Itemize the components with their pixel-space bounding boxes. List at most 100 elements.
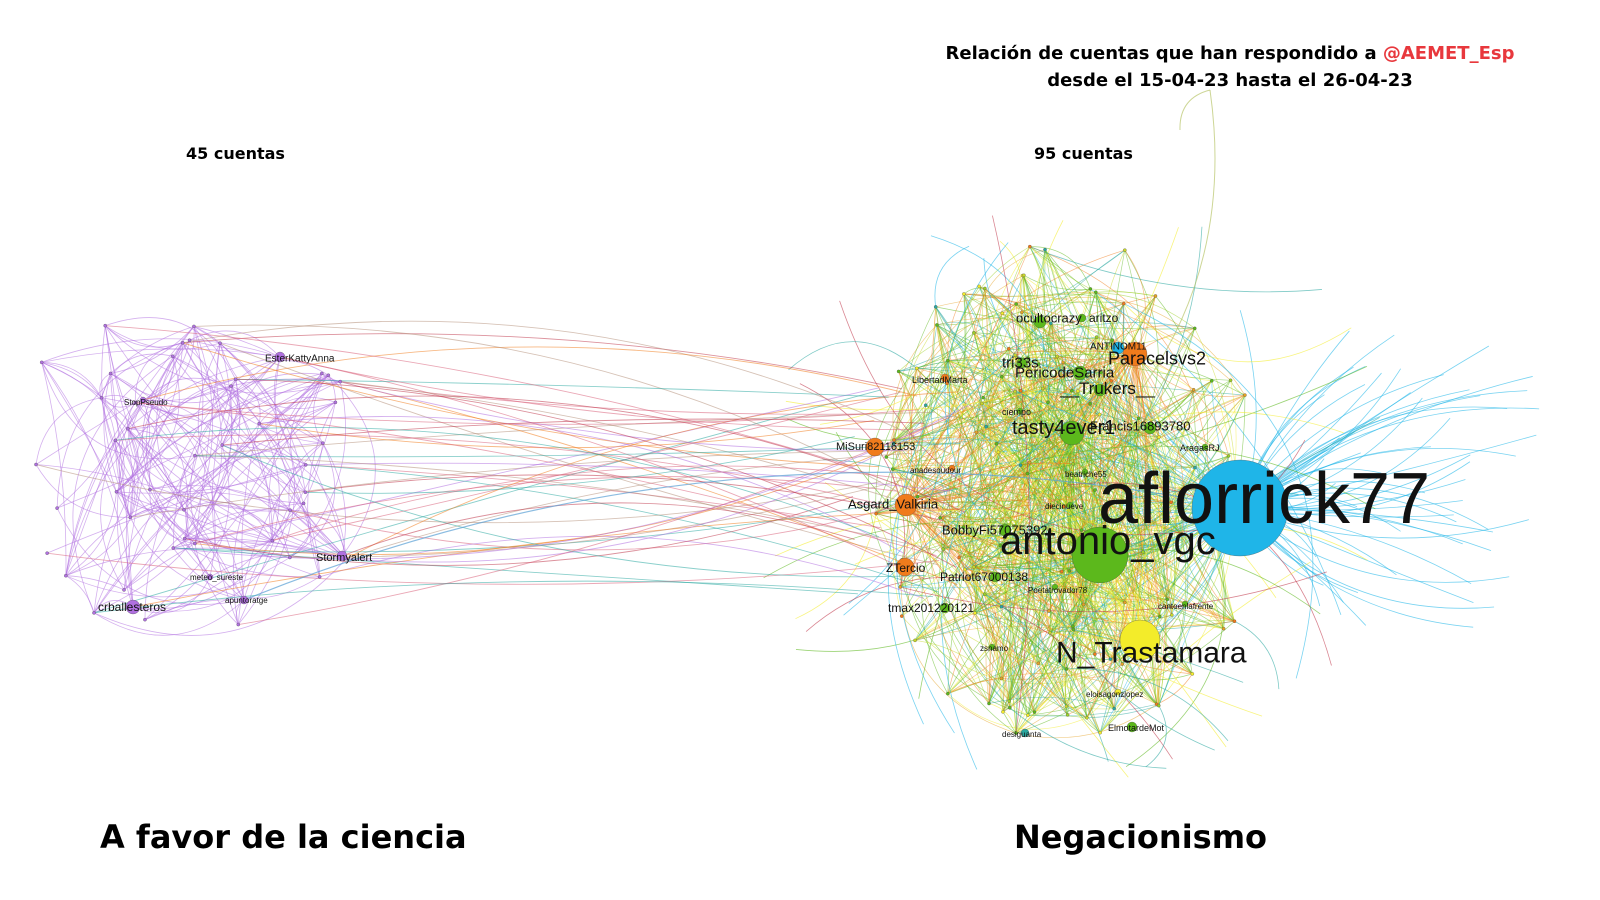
graph-node-small[interactable] xyxy=(1025,471,1030,476)
graph-node-small[interactable] xyxy=(915,494,920,499)
graph-node-small[interactable] xyxy=(182,507,186,512)
graph-node-small[interactable] xyxy=(1093,488,1097,492)
graph-node-paracelsvs2[interactable] xyxy=(1122,341,1148,367)
graph-node-crballesteros[interactable] xyxy=(125,599,141,615)
graph-node-small[interactable] xyxy=(1043,247,1047,252)
graph-node-small[interactable] xyxy=(1061,360,1065,365)
graph-node-small[interactable] xyxy=(320,371,324,376)
graph-node-small[interactable] xyxy=(1013,353,1018,357)
graph-node-small[interactable] xyxy=(999,374,1004,379)
graph-node-small[interactable] xyxy=(133,400,138,405)
graph-node-small[interactable] xyxy=(961,525,966,529)
graph-node-small[interactable] xyxy=(99,396,104,400)
graph-node-ztercio[interactable] xyxy=(895,557,915,577)
graph-node-poetatrovador78[interactable] xyxy=(1051,583,1059,591)
graph-node-small[interactable] xyxy=(941,547,945,551)
graph-node-small[interactable] xyxy=(303,463,308,467)
graph-node-small[interactable] xyxy=(900,614,904,618)
graph-node-patriot67000138[interactable] xyxy=(989,571,1001,583)
graph-node-small[interactable] xyxy=(1075,389,1080,393)
graph-node-small[interactable] xyxy=(982,592,987,597)
graph-node-small[interactable] xyxy=(1169,500,1174,505)
graph-node-small[interactable] xyxy=(1008,706,1012,710)
graph-node-small[interactable] xyxy=(1192,326,1197,331)
graph-node-aflorrick77[interactable] xyxy=(1191,459,1289,557)
graph-node-small[interactable] xyxy=(338,379,342,384)
graph-node-small[interactable] xyxy=(108,371,113,376)
graph-node-small[interactable] xyxy=(1070,388,1074,393)
graph-node-small[interactable] xyxy=(1097,412,1102,417)
graph-node-small[interactable] xyxy=(192,324,196,329)
graph-node-esterkattyanna[interactable] xyxy=(274,351,286,363)
graph-node-small[interactable] xyxy=(1170,613,1174,617)
graph-node-small[interactable] xyxy=(1085,716,1089,720)
graph-node-small[interactable] xyxy=(1000,311,1005,316)
graph-node-small[interactable] xyxy=(1093,652,1097,656)
graph-node-small[interactable] xyxy=(1158,614,1162,619)
graph-node-small[interactable] xyxy=(1108,657,1113,661)
graph-node-small[interactable] xyxy=(1049,321,1053,326)
graph-node-small[interactable] xyxy=(122,588,126,592)
graph-node-small[interactable] xyxy=(1180,532,1184,536)
graph-node-small[interactable] xyxy=(1040,386,1045,391)
graph-node-small[interactable] xyxy=(1043,424,1048,429)
graph-node-small[interactable] xyxy=(984,424,988,429)
graph-node-small[interactable] xyxy=(64,573,68,578)
graph-node-small[interactable] xyxy=(972,331,976,335)
graph-node-small[interactable] xyxy=(45,551,49,555)
graph-node-small[interactable] xyxy=(171,546,176,550)
graph-node-small[interactable] xyxy=(1051,428,1056,432)
graph-node-small[interactable] xyxy=(874,511,878,516)
graph-node-small[interactable] xyxy=(1071,462,1075,466)
graph-node-small[interactable] xyxy=(34,462,38,467)
graph-node-asgard-valkiria[interactable] xyxy=(894,493,918,517)
graph-node-anadesoudour[interactable] xyxy=(948,464,956,472)
graph-node-small[interactable] xyxy=(972,565,976,569)
graph-node-small[interactable] xyxy=(1193,465,1197,470)
graph-node-small[interactable] xyxy=(946,691,950,696)
graph-node-small[interactable] xyxy=(1027,460,1032,465)
graph-node-small[interactable] xyxy=(1191,387,1196,392)
graph-node-small[interactable] xyxy=(1048,630,1052,635)
graph-node-small[interactable] xyxy=(945,381,949,386)
graph-node-small[interactable] xyxy=(1123,248,1127,252)
graph-node-small[interactable] xyxy=(938,516,942,520)
graph-node-small[interactable] xyxy=(973,611,977,615)
graph-node-small[interactable] xyxy=(1209,379,1214,383)
graph-node-elmotardemot[interactable] xyxy=(1126,721,1138,733)
graph-node-n-trastamara[interactable] xyxy=(1119,619,1161,661)
graph-node-small[interactable] xyxy=(182,536,187,541)
graph-node-small[interactable] xyxy=(1110,338,1115,342)
graph-node-zsnamo[interactable] xyxy=(988,643,996,651)
graph-node-small[interactable] xyxy=(1109,379,1114,383)
graph-node-small[interactable] xyxy=(884,455,889,459)
graph-node-small[interactable] xyxy=(1157,435,1161,439)
graph-node-small[interactable] xyxy=(923,403,928,408)
graph-node-small[interactable] xyxy=(1094,290,1098,295)
graph-node-small[interactable] xyxy=(55,506,59,510)
graph-node-small[interactable] xyxy=(326,373,331,378)
graph-node-small[interactable] xyxy=(193,541,197,546)
graph-node-small[interactable] xyxy=(1079,528,1084,532)
graph-node-small[interactable] xyxy=(891,441,896,446)
graph-node-tasty4ever1[interactable] xyxy=(1059,420,1085,446)
graph-node-small[interactable] xyxy=(1032,710,1037,714)
graph-node-aragasrj[interactable] xyxy=(1201,443,1209,451)
graph-node-small[interactable] xyxy=(1094,335,1099,339)
graph-node-desiguanta[interactable] xyxy=(1020,728,1030,738)
graph-node-small[interactable] xyxy=(983,286,987,291)
graph-node-small[interactable] xyxy=(1049,504,1054,508)
graph-node-small[interactable] xyxy=(1028,244,1032,249)
graph-node-antinom11[interactable] xyxy=(1111,341,1125,355)
graph-node-small[interactable] xyxy=(998,543,1003,548)
graph-node-small[interactable] xyxy=(891,467,895,471)
graph-node-small[interactable] xyxy=(333,400,338,405)
graph-node-small[interactable] xyxy=(1071,627,1076,632)
graph-node-small[interactable] xyxy=(39,360,44,365)
graph-node-small[interactable] xyxy=(1067,569,1072,573)
graph-node-small[interactable] xyxy=(320,441,325,445)
graph-node-small[interactable] xyxy=(1141,550,1145,554)
graph-node-meteo-sureste[interactable] xyxy=(206,573,214,581)
graph-node-small[interactable] xyxy=(1063,483,1068,488)
graph-node-small[interactable] xyxy=(1064,667,1069,671)
